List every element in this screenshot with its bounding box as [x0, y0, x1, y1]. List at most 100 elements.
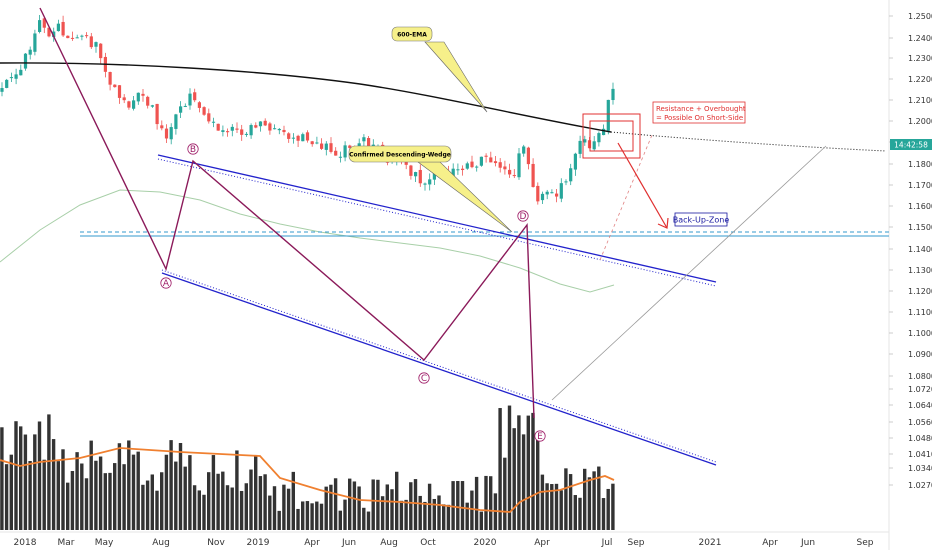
candle-body [367, 138, 371, 150]
volume-bar [305, 501, 310, 530]
time-tick-label: Apr [762, 538, 778, 548]
volume-bar [61, 449, 65, 530]
candle-body [127, 101, 131, 108]
candle-body [611, 88, 615, 101]
volume-bar [319, 503, 324, 530]
abcde-wave-path [39, 7, 535, 419]
wedge-lower-line [161, 272, 717, 466]
candle-body [164, 128, 169, 139]
candle-body [409, 165, 413, 176]
candle-body [329, 143, 333, 152]
volume-bar [145, 480, 150, 530]
volume-bar [531, 412, 535, 530]
price-tick-label: 1.11000 [908, 308, 932, 317]
volume-bar [188, 455, 192, 530]
volume-bar [521, 434, 526, 530]
volume-bar [56, 461, 60, 530]
candle-body [42, 18, 46, 28]
volume-bar [559, 490, 563, 530]
candle-body [334, 150, 338, 156]
volume-bar [94, 460, 98, 530]
candle-body [338, 156, 342, 158]
candle-body [169, 127, 173, 140]
candle-body [221, 130, 225, 132]
price-tick-label: 1.15000 [908, 223, 932, 232]
volume-bar [390, 489, 394, 530]
price-axis: 1.25000 1.24000 1.23000 1.22000 1.21000 1.200… [889, 12, 932, 490]
volume-bar [451, 481, 455, 530]
candle-body [211, 121, 216, 123]
volume-bar [484, 475, 488, 530]
price-tick-label: 1.25000 [908, 12, 932, 21]
candle-body [141, 93, 145, 96]
candle-body [456, 169, 460, 171]
volume-bar [80, 463, 84, 530]
candle-body [268, 123, 272, 131]
candle-body [155, 103, 159, 125]
candle-body [545, 191, 549, 195]
volume-bar [432, 498, 436, 530]
volume-bar [371, 479, 375, 530]
candle-body [404, 160, 408, 165]
price-tick-label: 1.18000 [908, 160, 932, 169]
candle-body [132, 100, 136, 109]
candle-body [461, 168, 465, 171]
volume-bar [517, 415, 521, 530]
volume-bar [202, 494, 206, 530]
candle-body [226, 131, 230, 133]
volume-bar [315, 501, 319, 530]
candle-body [470, 161, 474, 168]
volume-bar [601, 498, 606, 530]
candle-body [282, 129, 286, 133]
volume-bar [592, 471, 596, 530]
candle-body [522, 146, 526, 154]
volume-bar [282, 484, 286, 530]
candle-body [136, 92, 140, 102]
price-tick-label: 1.21000 [908, 96, 932, 105]
price-tick-label: 1.13000 [908, 266, 932, 275]
candle-body [498, 162, 502, 168]
volume-bar [268, 495, 272, 530]
resistance-annotation: Resistance + Overbought = Possible On Sh… [652, 101, 746, 124]
candle-body [249, 125, 253, 136]
volume-bar [192, 485, 197, 530]
price-tick-label: 1.07200 [908, 385, 932, 394]
volume-bar [310, 503, 314, 530]
volume-bar [164, 454, 169, 530]
volume-bar [178, 443, 183, 530]
time-tick-label: Aug [152, 538, 170, 548]
volume-bar [254, 456, 258, 530]
price-tick-label: 1.02700 [908, 481, 932, 490]
candle-body [258, 121, 263, 127]
candle-body [52, 31, 56, 38]
price-tick-label: 1.24000 [908, 34, 932, 43]
volume-bar [4, 464, 9, 530]
volume-bar [221, 471, 225, 530]
volume-bar [437, 495, 441, 530]
price-tick-label: 1.04800 [908, 434, 932, 443]
candle-body [99, 43, 103, 59]
candle-body [113, 84, 117, 88]
volume-bar [474, 476, 479, 530]
time-tick-label: Sep [857, 538, 874, 548]
volume-bar [272, 486, 277, 530]
volume-bar [197, 490, 201, 530]
volume-bar [366, 511, 371, 530]
volume-bar [503, 457, 507, 530]
backup-zone-annotation: Back-Up-Zone [673, 212, 729, 227]
candle-body [465, 163, 469, 169]
pattern-point-label: C [421, 374, 427, 384]
candle-body [597, 133, 601, 143]
volume-bar [291, 471, 295, 530]
time-tick-label: Oct [420, 538, 436, 548]
volume-bar [84, 478, 89, 530]
volume-ma-line [0, 447, 615, 513]
candle-body [324, 143, 328, 150]
volume-bar [122, 464, 126, 530]
price-tick-label: 1.09000 [908, 350, 932, 359]
candle-body [517, 153, 521, 178]
volume-bar [169, 440, 173, 530]
volume-bar [456, 480, 460, 530]
time-tick-label: 2018 [14, 538, 37, 548]
